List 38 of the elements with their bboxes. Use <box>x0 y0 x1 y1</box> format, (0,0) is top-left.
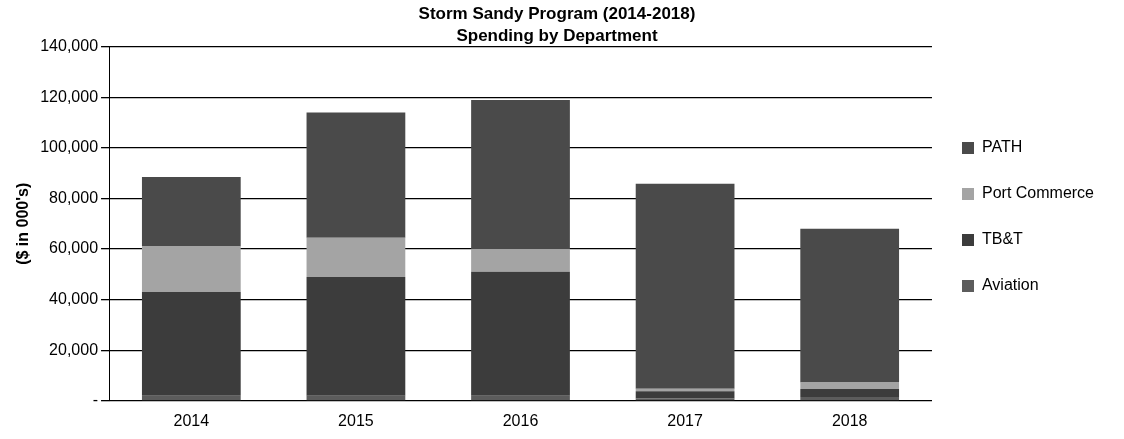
bar <box>141 246 241 293</box>
bar <box>141 177 241 247</box>
bar <box>800 388 900 398</box>
y-tick-label: 20,000 <box>49 340 99 358</box>
bar <box>471 395 570 401</box>
y-tick-label: 100,000 <box>40 138 99 156</box>
y-tick-label: 140,000 <box>40 37 99 55</box>
chart-subtitle: Spending by Department <box>456 26 658 46</box>
y-tick-label: 60,000 <box>49 239 99 257</box>
bar <box>306 237 406 277</box>
bar <box>635 183 735 389</box>
legend-label: Aviation <box>981 276 1039 294</box>
bar <box>141 395 241 401</box>
bar <box>471 249 570 272</box>
legend-label: Port Commerce <box>981 184 1095 202</box>
y-tick-label: 40,000 <box>49 290 99 308</box>
bar <box>306 112 406 238</box>
bar <box>800 228 900 383</box>
bar <box>306 395 406 401</box>
x-tick-label: 2018 <box>831 411 868 429</box>
y-tick-label: - <box>92 391 99 409</box>
bar <box>800 382 900 389</box>
x-tick-label: 2017 <box>667 411 703 429</box>
bar <box>800 397 900 401</box>
bar <box>471 99 570 250</box>
y-tick-label: 120,000 <box>40 87 99 105</box>
legend-label: PATH <box>981 138 1023 156</box>
bar <box>306 276 406 396</box>
chart-title: Storm Sandy Program (2014-2018) <box>418 3 696 23</box>
bar <box>635 391 735 399</box>
bar <box>141 292 241 396</box>
x-tick-label: 2014 <box>173 411 210 429</box>
x-tick-label: 2016 <box>502 411 539 429</box>
bar <box>471 271 570 396</box>
legend-label: TB&T <box>981 230 1024 248</box>
y-axis-title: ($ in 000's) <box>14 182 32 265</box>
x-tick-label: 2015 <box>338 411 374 429</box>
y-tick-label: 80,000 <box>49 188 99 206</box>
